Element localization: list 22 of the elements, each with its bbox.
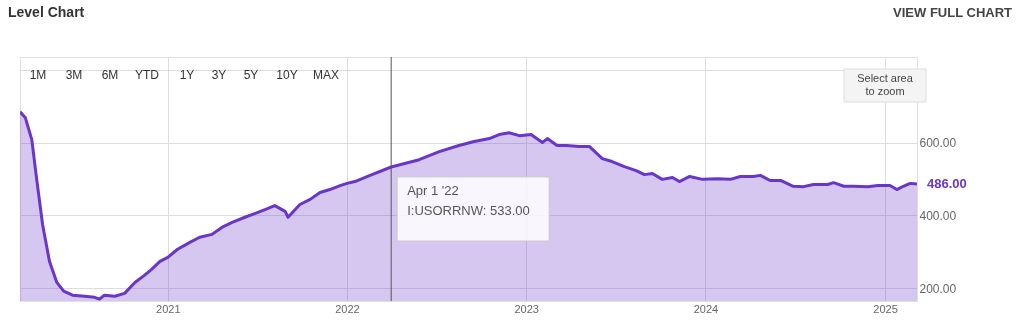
annotation: 1Y [179, 68, 195, 82]
y-tick-label: 200.00 [919, 281, 957, 296]
text: VIEW FULL CHART [893, 5, 1013, 20]
x-tick-label: 2025 [873, 302, 898, 315]
x-tick-label: 2023 [514, 302, 539, 315]
x-tick-label: 2024 [693, 302, 719, 315]
annotation: 1M [29, 68, 47, 82]
annotation: 486.00 [927, 176, 967, 192]
x-tick-label: 2021 [156, 302, 181, 315]
y-tick-label: 400.00 [919, 208, 957, 223]
annotation: 10Y [276, 68, 298, 82]
annotation: 5Y [243, 68, 259, 82]
annotation: Select area to zoom [857, 72, 914, 97]
annotation: MAX [312, 68, 340, 82]
annotation: 6M [101, 68, 119, 82]
annotation: 3M [65, 68, 83, 82]
annotation: 3Y [211, 68, 227, 82]
chart-title: Level Chart [8, 4, 85, 20]
annotation: YTD [135, 68, 160, 82]
y-tick-label: 600.00 [919, 136, 957, 151]
x-tick-label: 2022 [335, 302, 360, 315]
annotation: Apr 1 '22 I:USORRNW: 533.00 [407, 182, 530, 218]
